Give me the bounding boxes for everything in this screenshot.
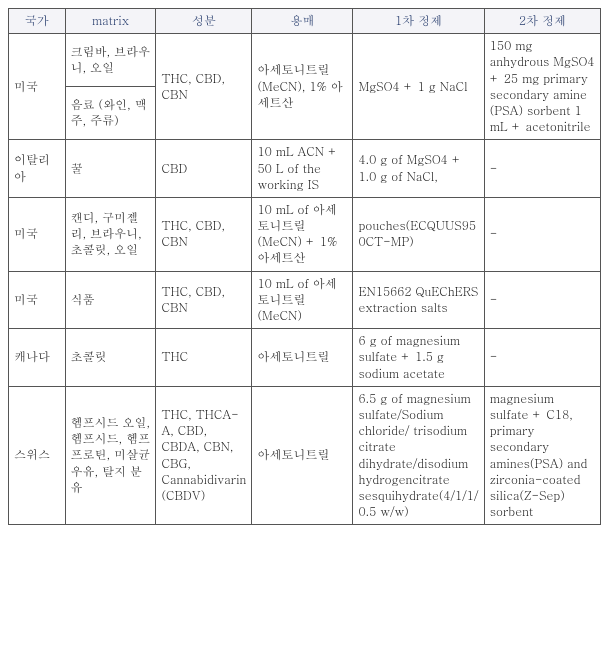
cell-country: 미국 xyxy=(9,197,66,271)
cell-component: THC xyxy=(156,329,252,387)
cell-purif1: MgSO4 + 1 g NaCl xyxy=(353,34,484,140)
cell-purif1: EN15662 QuEChERS extraction salts xyxy=(353,271,484,329)
cell-purif2: - xyxy=(484,329,600,387)
col-purif2: 2차 정제 xyxy=(484,9,600,34)
table-row: 이탈리아 꿀 CBD 10 mL ACN + 50 L of the worki… xyxy=(9,140,601,198)
cell-matrix: 초콜릿 xyxy=(65,329,156,387)
col-component: 성분 xyxy=(156,9,252,34)
cell-country: 이탈리아 xyxy=(9,140,66,198)
cell-solvent: 아세토니트릴 xyxy=(252,329,353,387)
col-solvent: 용매 xyxy=(252,9,353,34)
cell-purif1: 6 g of magnesium sulfate + 1.5 g sodium … xyxy=(353,329,484,387)
cell-solvent: 10 mL of 아세토니트릴 (MeCN) + 1% 아세트산 xyxy=(252,197,353,271)
cell-matrix: 캔디, 구미젤리, 브라우니, 초콜릿, 오일 xyxy=(65,197,156,271)
table-row: 캐나다 초콜릿 THC 아세토니트릴 6 g of magnesium sulf… xyxy=(9,329,601,387)
cell-component: CBD xyxy=(156,140,252,198)
cell-purif2: 150 mg anhydrous MgSO4 + 25 mg primary s… xyxy=(484,34,600,140)
cannabinoid-extraction-table: 국가 matrix 성분 용매 1차 정제 2차 정제 미국 크림바, 브라우니… xyxy=(8,8,601,525)
cell-country: 캐나다 xyxy=(9,329,66,387)
cell-purif1: pouches(ECQUUS950CT-MP) xyxy=(353,197,484,271)
cell-matrix: 식품 xyxy=(65,271,156,329)
cell-country: 스위스 xyxy=(9,386,66,525)
cell-country: 미국 xyxy=(9,271,66,329)
cell-purif1: 4.0 g of MgSO4 + 1.0 g of NaCl, xyxy=(353,140,484,198)
cell-matrix: 음료 (와인, 맥주, 주류) xyxy=(65,87,156,140)
table-body: 미국 크림바, 브라우니, 오일 THC, CBD, CBN 아세토니트릴 (M… xyxy=(9,34,601,525)
cell-country: 미국 xyxy=(9,34,66,140)
cell-matrix: 크림바, 브라우니, 오일 xyxy=(65,34,156,87)
cell-solvent: 10 mL of 아세토니트릴 (MeCN) xyxy=(252,271,353,329)
cell-solvent: 아세토니트릴 (MeCN), 1% 아세트산 xyxy=(252,34,353,140)
table-row: 미국 캔디, 구미젤리, 브라우니, 초콜릿, 오일 THC, CBD, CBN… xyxy=(9,197,601,271)
cell-component: THC, CBD, CBN xyxy=(156,197,252,271)
cell-purif2: - xyxy=(484,197,600,271)
cell-solvent: 10 mL ACN + 50 L of the working IS xyxy=(252,140,353,198)
col-country: 국가 xyxy=(9,9,66,34)
table-row: 스위스 헴프시드 오일, 헴프시드, 헴프프로틴, 미살균 우유, 탈지 분유 … xyxy=(9,386,601,525)
cell-purif2: - xyxy=(484,140,600,198)
header-row: 국가 matrix 성분 용매 1차 정제 2차 정제 xyxy=(9,9,601,34)
col-matrix: matrix xyxy=(65,9,156,34)
cell-purif1: 6.5 g of magnesium sulfate/Sodium chlori… xyxy=(353,386,484,525)
col-purif1: 1차 정제 xyxy=(353,9,484,34)
cell-purif2: magnesium sulfate + C18, primary seconda… xyxy=(484,386,600,525)
table-row: 미국 식품 THC, CBD, CBN 10 mL of 아세토니트릴 (MeC… xyxy=(9,271,601,329)
cell-purif2: - xyxy=(484,271,600,329)
cell-component: THC, THCA-A, CBD, CBDA, CBN, CBG, Cannab… xyxy=(156,386,252,525)
table-row: 미국 크림바, 브라우니, 오일 THC, CBD, CBN 아세토니트릴 (M… xyxy=(9,34,601,87)
cell-component: THC, CBD, CBN xyxy=(156,34,252,140)
cell-matrix: 헴프시드 오일, 헴프시드, 헴프프로틴, 미살균 우유, 탈지 분유 xyxy=(65,386,156,525)
table-header: 국가 matrix 성분 용매 1차 정제 2차 정제 xyxy=(9,9,601,34)
cell-component: THC, CBD, CBN xyxy=(156,271,252,329)
cell-matrix: 꿀 xyxy=(65,140,156,198)
cell-solvent: 아세토니트릴 xyxy=(252,386,353,525)
